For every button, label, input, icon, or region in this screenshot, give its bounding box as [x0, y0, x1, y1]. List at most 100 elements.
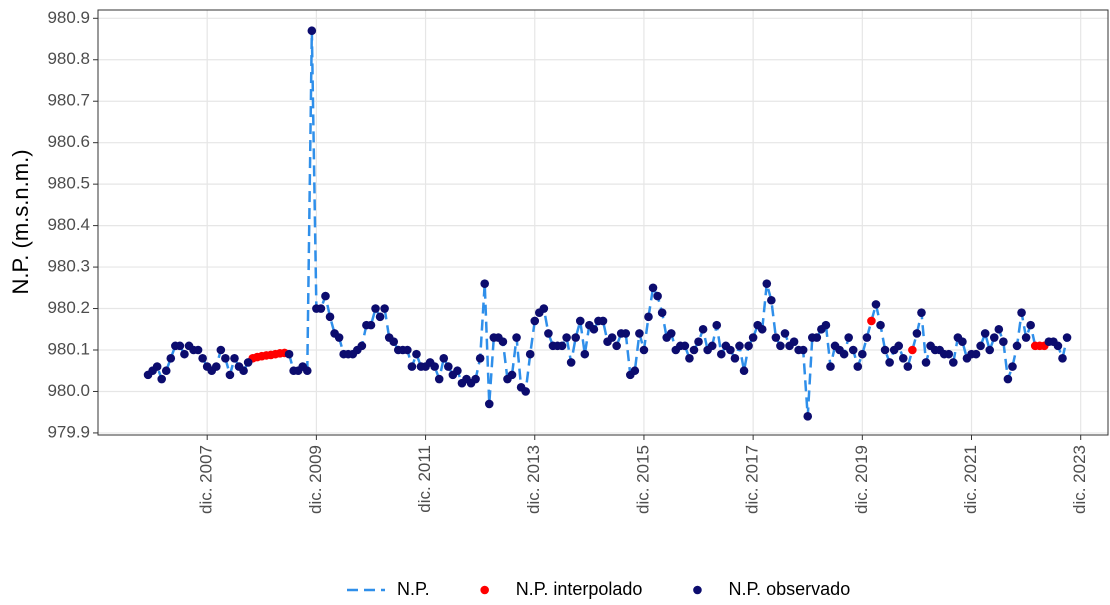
series-line — [147, 30, 1069, 417]
point — [444, 362, 453, 371]
x-tick-label: dic. 2009 — [306, 445, 325, 514]
legend-swatch — [480, 585, 489, 595]
point — [949, 358, 958, 367]
point — [739, 366, 749, 376]
point — [430, 362, 439, 371]
point — [648, 283, 658, 293]
point — [475, 353, 485, 363]
point — [853, 362, 863, 371]
point — [707, 341, 717, 351]
point — [166, 353, 176, 363]
point — [894, 341, 904, 351]
point — [598, 316, 608, 326]
point — [357, 341, 367, 351]
point — [507, 370, 517, 380]
point — [771, 333, 781, 342]
y-tick-label: 980.9 — [47, 8, 90, 27]
x-tick-label: dic. 2015 — [633, 445, 652, 514]
point — [798, 345, 808, 355]
point — [994, 324, 1004, 334]
point — [1062, 333, 1072, 342]
point — [812, 333, 822, 342]
point — [730, 353, 740, 363]
x-tick-label: dic. 2021 — [961, 445, 980, 514]
point — [976, 341, 985, 351]
point — [216, 345, 226, 355]
point — [844, 333, 853, 342]
y-axis-title: N.P. (m.s.n.m.) — [8, 149, 33, 294]
point — [694, 337, 703, 347]
point — [908, 345, 917, 355]
point — [575, 316, 585, 326]
point — [580, 349, 590, 359]
point — [666, 329, 676, 338]
y-tick-label: 980.0 — [47, 381, 90, 400]
point — [321, 291, 330, 301]
y-tick-label: 980.8 — [47, 49, 90, 68]
point — [325, 312, 335, 322]
point — [566, 358, 576, 367]
point — [1003, 374, 1013, 384]
point — [225, 370, 235, 380]
point — [403, 345, 412, 355]
point — [958, 337, 967, 347]
point — [230, 353, 239, 363]
point — [762, 279, 772, 288]
point — [985, 345, 995, 355]
point — [999, 337, 1008, 347]
point — [316, 304, 326, 313]
point — [639, 345, 649, 355]
point — [375, 312, 385, 322]
point — [1008, 362, 1017, 371]
point — [912, 329, 922, 338]
point — [735, 341, 744, 351]
point — [767, 295, 776, 305]
point — [607, 333, 617, 342]
point — [175, 341, 185, 351]
point — [180, 349, 189, 359]
point — [712, 320, 722, 330]
point — [821, 320, 831, 330]
point — [221, 353, 230, 363]
point — [389, 337, 399, 347]
point — [757, 324, 767, 334]
point — [780, 329, 790, 338]
legend-label: N.P. interpolado — [516, 579, 643, 599]
point — [480, 279, 490, 288]
point — [867, 316, 876, 326]
point — [498, 337, 508, 347]
point — [898, 353, 908, 363]
point — [243, 358, 253, 367]
point — [612, 341, 621, 351]
point — [371, 304, 380, 313]
point — [562, 333, 571, 342]
y-tick-label: 980.7 — [47, 91, 90, 110]
point — [980, 329, 990, 338]
point — [539, 304, 549, 313]
point — [1017, 308, 1026, 317]
point — [698, 324, 708, 334]
legend-label: N.P. — [397, 579, 430, 599]
point — [544, 329, 553, 338]
y-tick-label: 979.9 — [47, 422, 90, 441]
point — [621, 329, 631, 338]
y-tick-label: 980.6 — [47, 132, 90, 151]
point — [525, 349, 535, 359]
point — [571, 333, 581, 342]
point — [803, 412, 813, 421]
point — [848, 345, 858, 355]
point — [744, 341, 753, 351]
point — [871, 300, 881, 309]
point — [152, 362, 162, 371]
point — [161, 366, 171, 376]
point — [557, 341, 567, 351]
point — [302, 366, 312, 376]
y-tick-label: 980.1 — [47, 339, 90, 358]
point — [748, 333, 758, 342]
panel-border — [97, 9, 1109, 436]
point — [657, 308, 667, 317]
point — [903, 362, 913, 371]
point — [307, 26, 317, 36]
point — [653, 291, 662, 301]
point — [471, 374, 480, 384]
